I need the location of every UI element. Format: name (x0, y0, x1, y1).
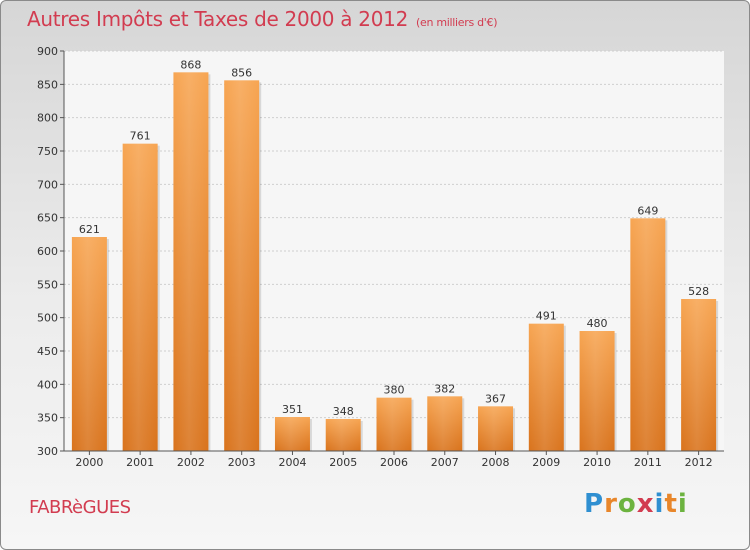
y-tick-label: 750 (37, 145, 58, 158)
x-tick-label: 2005 (329, 456, 357, 469)
x-tick-label: 2006 (380, 456, 408, 469)
y-tick-label: 900 (37, 45, 58, 58)
data-label: 856 (231, 66, 252, 79)
data-label: 348 (333, 405, 354, 418)
chart-title-text: Autres Impôts et Taxes de 2000 à 2012 (27, 7, 408, 31)
data-label: 367 (485, 392, 506, 405)
logo-letter: x (636, 489, 655, 519)
y-tick-label: 400 (37, 378, 58, 391)
data-label: 380 (384, 384, 405, 397)
y-tick-label: 450 (37, 345, 58, 358)
data-label: 528 (688, 285, 709, 298)
bar-highlight (122, 143, 158, 451)
logo-letter: o (617, 489, 637, 519)
x-tick-label: 2012 (685, 456, 713, 469)
logo-letter: i (654, 489, 665, 519)
data-label: 868 (180, 58, 201, 71)
bar-highlight (376, 397, 412, 451)
x-tick-label: 2010 (583, 456, 611, 469)
y-tick-label: 550 (37, 278, 58, 291)
x-tick-label: 2011 (634, 456, 662, 469)
y-tick-label: 300 (37, 445, 58, 458)
y-tick-label: 850 (37, 78, 58, 91)
y-tick-label: 800 (37, 112, 58, 125)
data-label: 382 (434, 382, 455, 395)
bar-highlight (325, 419, 361, 451)
bar-highlight (681, 299, 717, 451)
x-tick-label: 2001 (126, 456, 154, 469)
x-tick-label: 2007 (431, 456, 459, 469)
data-label: 480 (587, 317, 608, 330)
bar-highlight (224, 80, 260, 451)
bar-highlight (579, 331, 615, 451)
y-tick-label: 350 (37, 412, 58, 425)
bar-highlight (173, 72, 209, 451)
y-tick-label: 700 (37, 178, 58, 191)
chart-title: Autres Impôts et Taxes de 2000 à 2012 (en… (27, 7, 497, 31)
bar-highlight (274, 417, 310, 451)
bar-highlight (528, 323, 564, 451)
x-tick-label: 2008 (482, 456, 510, 469)
logo-letter: i (677, 489, 688, 519)
x-tick-label: 2003 (228, 456, 256, 469)
bar-highlight (427, 396, 463, 451)
bar-highlight (478, 406, 514, 451)
y-tick-label: 500 (37, 312, 58, 325)
logo-letter: P (584, 489, 605, 519)
x-axis: 2000 2001 2002 2003 2004 2005 2006 2007 2008 2009… (64, 450, 724, 469)
city-name: FABRèGUES (29, 497, 131, 518)
bar-highlight (630, 218, 666, 451)
x-tick-label: 2009 (532, 456, 560, 469)
data-label: 491 (536, 310, 557, 323)
y-axis: 300 350 400 450 500 550 600 650 700 750 800 850 900 (37, 45, 65, 458)
x-tick-label: 2004 (278, 456, 306, 469)
logo-letter: t (664, 489, 678, 519)
bars: 621 761 868 856 351 348 380 382 367 491 480 649 528 (71, 58, 719, 451)
data-label: 649 (637, 204, 658, 217)
y-tick-label: 600 (37, 245, 58, 258)
y-tick-label: 650 (37, 212, 58, 225)
x-tick-label: 2000 (75, 456, 103, 469)
data-label: 621 (79, 223, 100, 236)
x-tick-label: 2002 (177, 456, 205, 469)
data-label: 761 (130, 130, 151, 143)
logo-letter: r (604, 489, 618, 519)
bar-highlight (71, 237, 107, 451)
data-label: 351 (282, 403, 303, 416)
proxiti-logo[interactable]: Proxiti (584, 489, 688, 519)
chart-subtitle: (en milliers d'€) (416, 16, 498, 29)
